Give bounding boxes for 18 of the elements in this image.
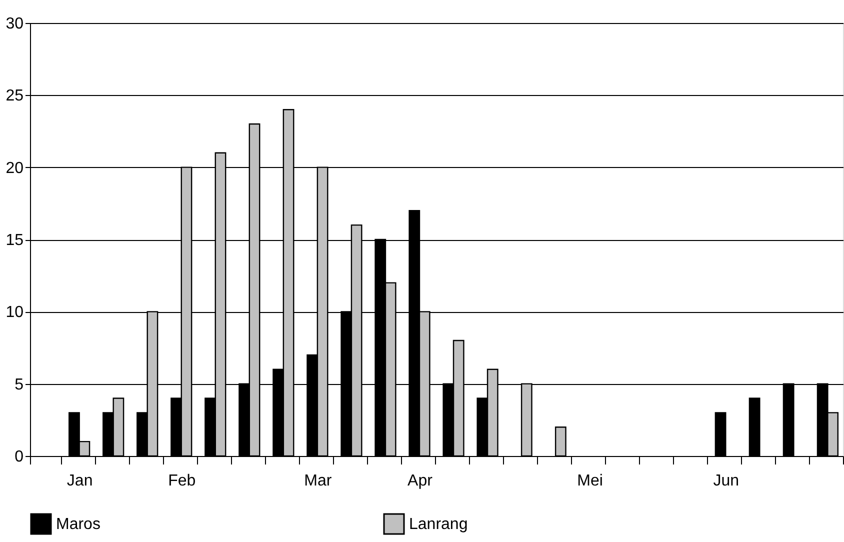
legend-label: Lanrang: [409, 516, 468, 533]
x-tick-label: Feb: [168, 472, 196, 490]
bar: [714, 412, 726, 457]
bar: [554, 426, 566, 457]
x-tick-label: Apr: [408, 472, 434, 490]
x-tick-label: Jan: [66, 472, 93, 490]
legend-label: Maros: [56, 516, 100, 533]
x-tick-label: Mar: [304, 472, 332, 490]
x-tick-label: Jun: [713, 472, 740, 490]
y-tick-label: 0: [14, 448, 24, 466]
y-tick-label: 30: [6, 16, 24, 32]
y-tick-label: 15: [6, 232, 24, 249]
y-tick-label: 5: [14, 376, 24, 394]
y-tick-label: 25: [6, 88, 24, 105]
y-tick-label: 10: [6, 304, 24, 322]
x-tick-label: Mei: [577, 472, 603, 490]
y-tick-label: 20: [6, 160, 24, 177]
bar: [748, 398, 760, 457]
